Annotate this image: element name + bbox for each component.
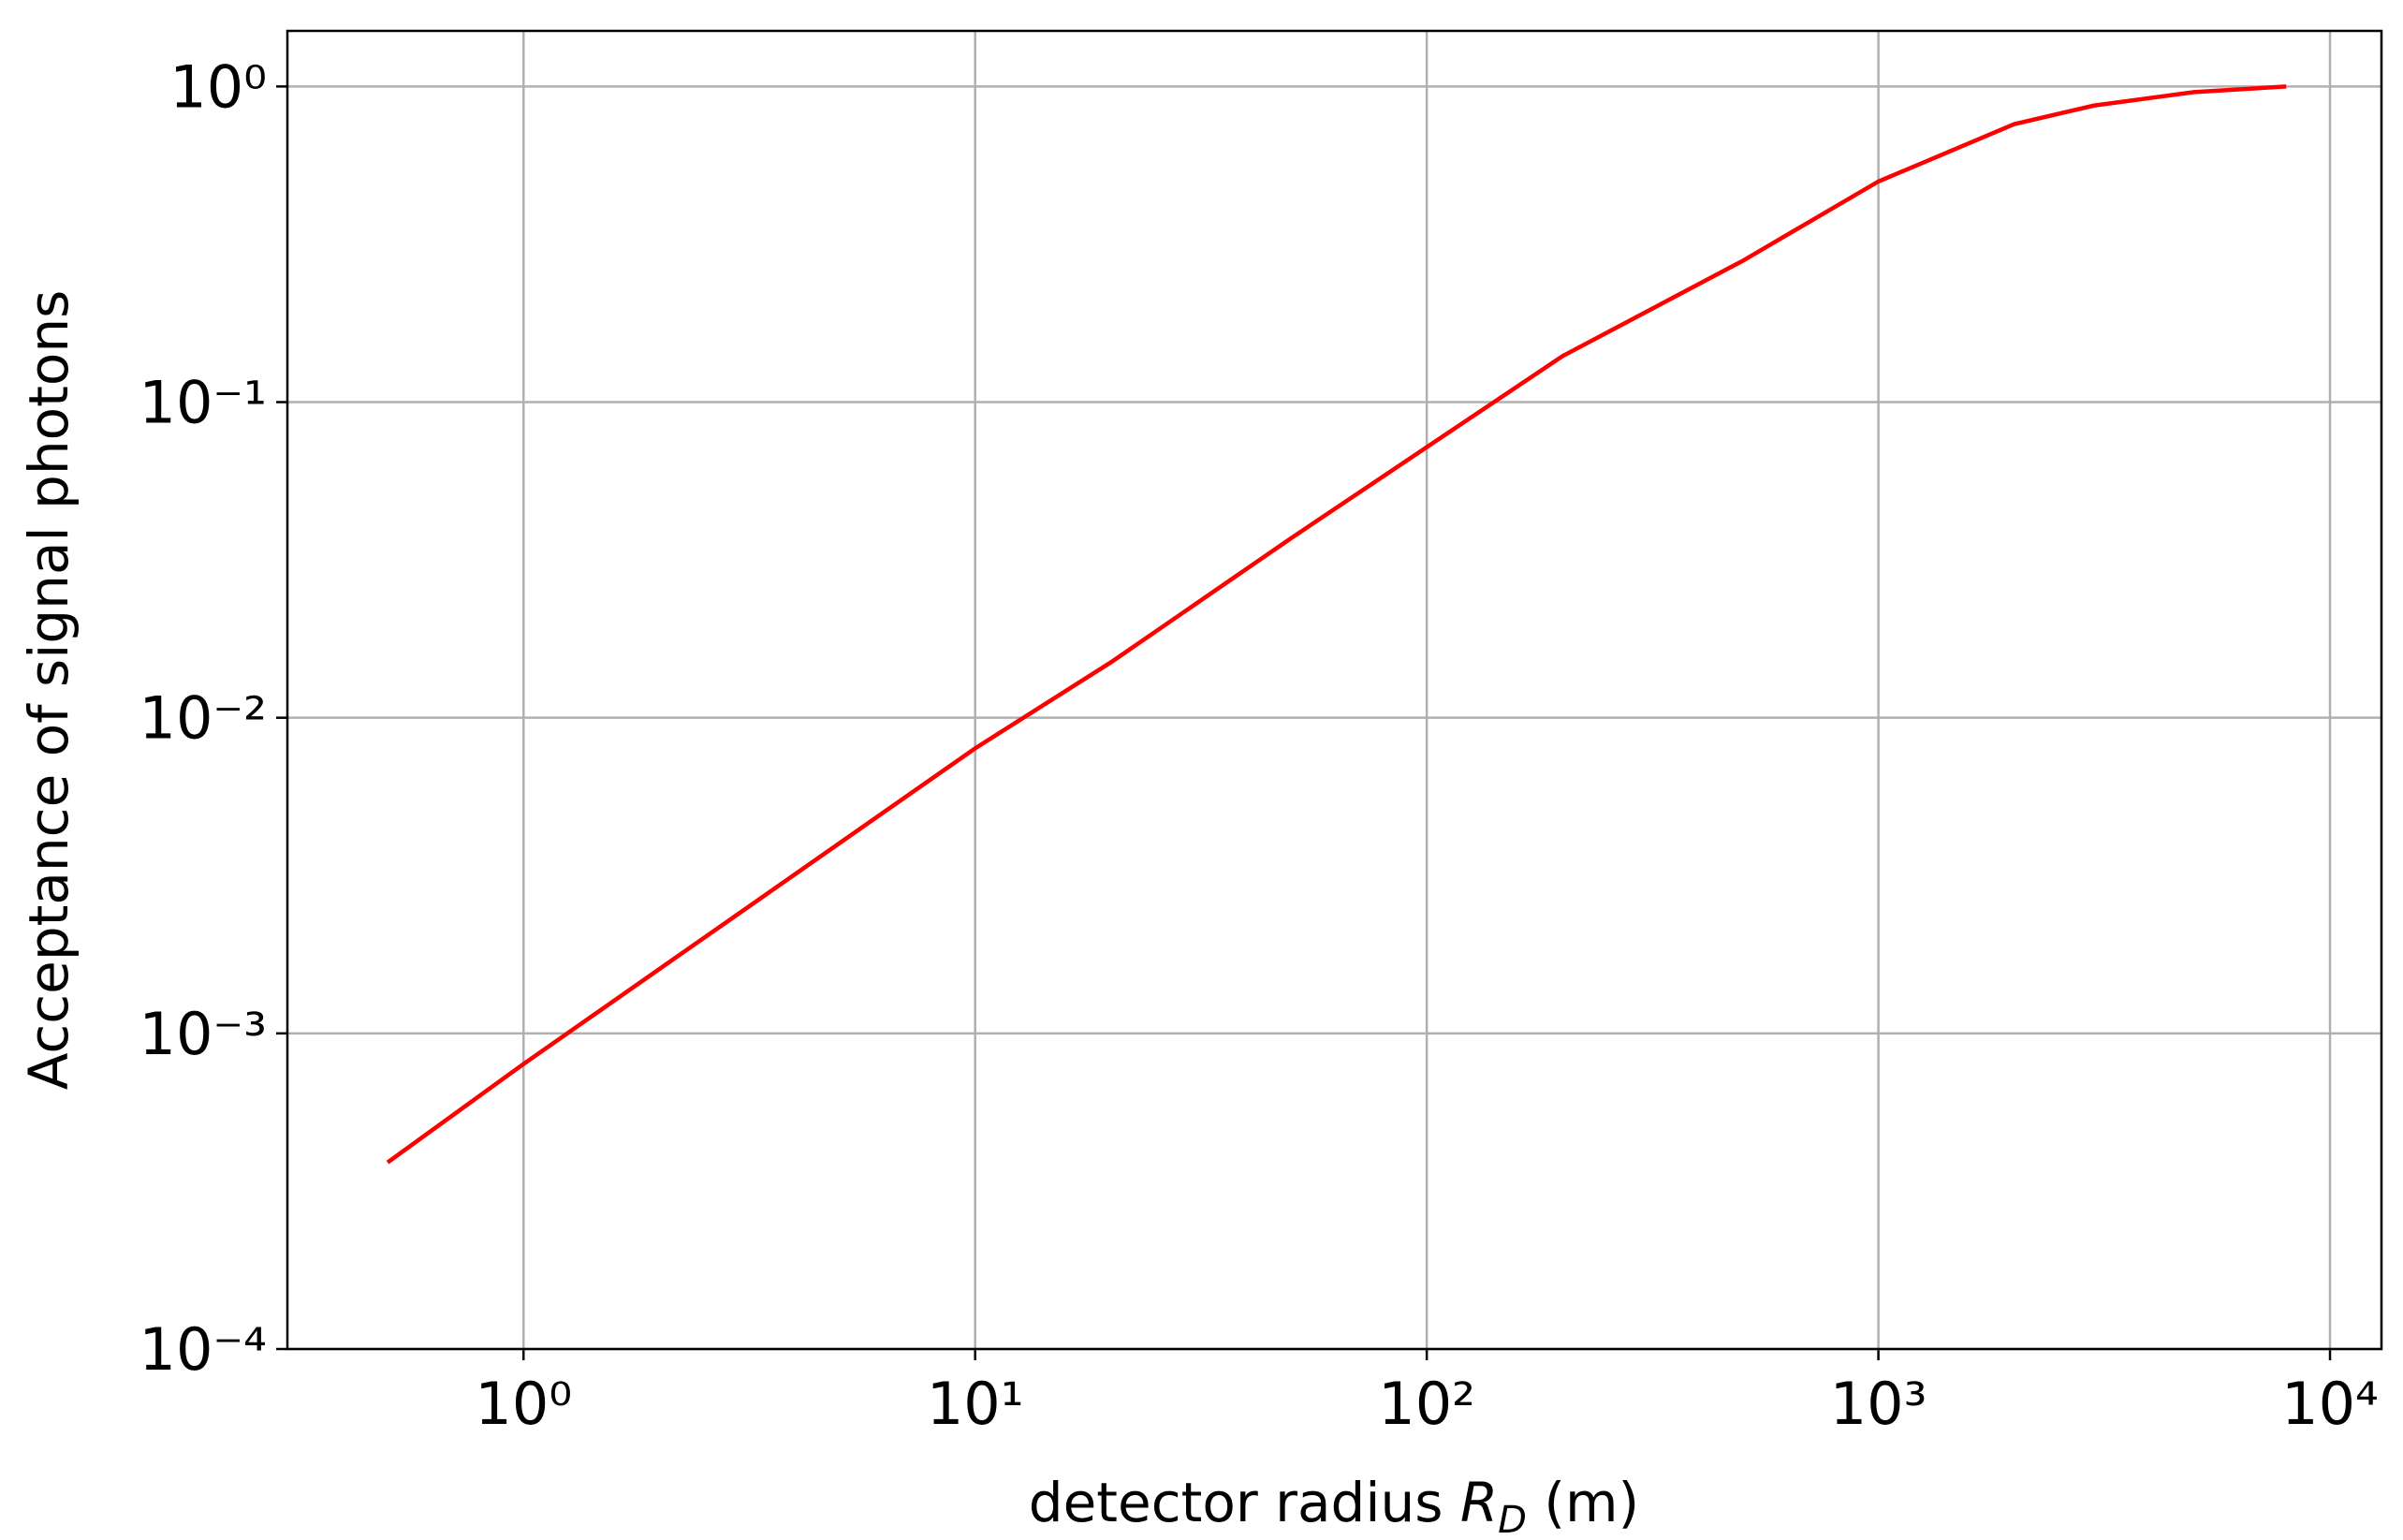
y-tick-label: 10⁰ bbox=[169, 52, 267, 121]
y-tick-label: 10⁻⁴ bbox=[139, 1315, 267, 1384]
x-label-text: detector radius bbox=[1029, 1471, 1460, 1534]
data-line bbox=[386, 84, 2287, 1165]
x-tick-label: 10⁰ bbox=[475, 1370, 572, 1438]
y-axis-label: Acceptance of signal photons bbox=[17, 290, 81, 1091]
x-axis-label: detector radius RD (m) bbox=[1029, 1471, 1639, 1540]
x-tick-label: 10⁴ bbox=[2281, 1370, 2379, 1438]
plot-frame bbox=[286, 29, 2383, 1351]
y-tick-label: 10⁻³ bbox=[139, 1000, 267, 1068]
x-label-symbol: R bbox=[1460, 1471, 1498, 1534]
y-tick-label: 10⁻¹ bbox=[139, 369, 267, 437]
x-label-subscript: D bbox=[1498, 1499, 1527, 1540]
x-tick-label: 10² bbox=[1378, 1370, 1475, 1438]
x-label-unit: (m) bbox=[1527, 1471, 1639, 1534]
x-tick-label: 10³ bbox=[1830, 1370, 1927, 1438]
x-tick-label: 10¹ bbox=[927, 1370, 1024, 1438]
y-tick-label: 10⁻² bbox=[139, 684, 267, 753]
